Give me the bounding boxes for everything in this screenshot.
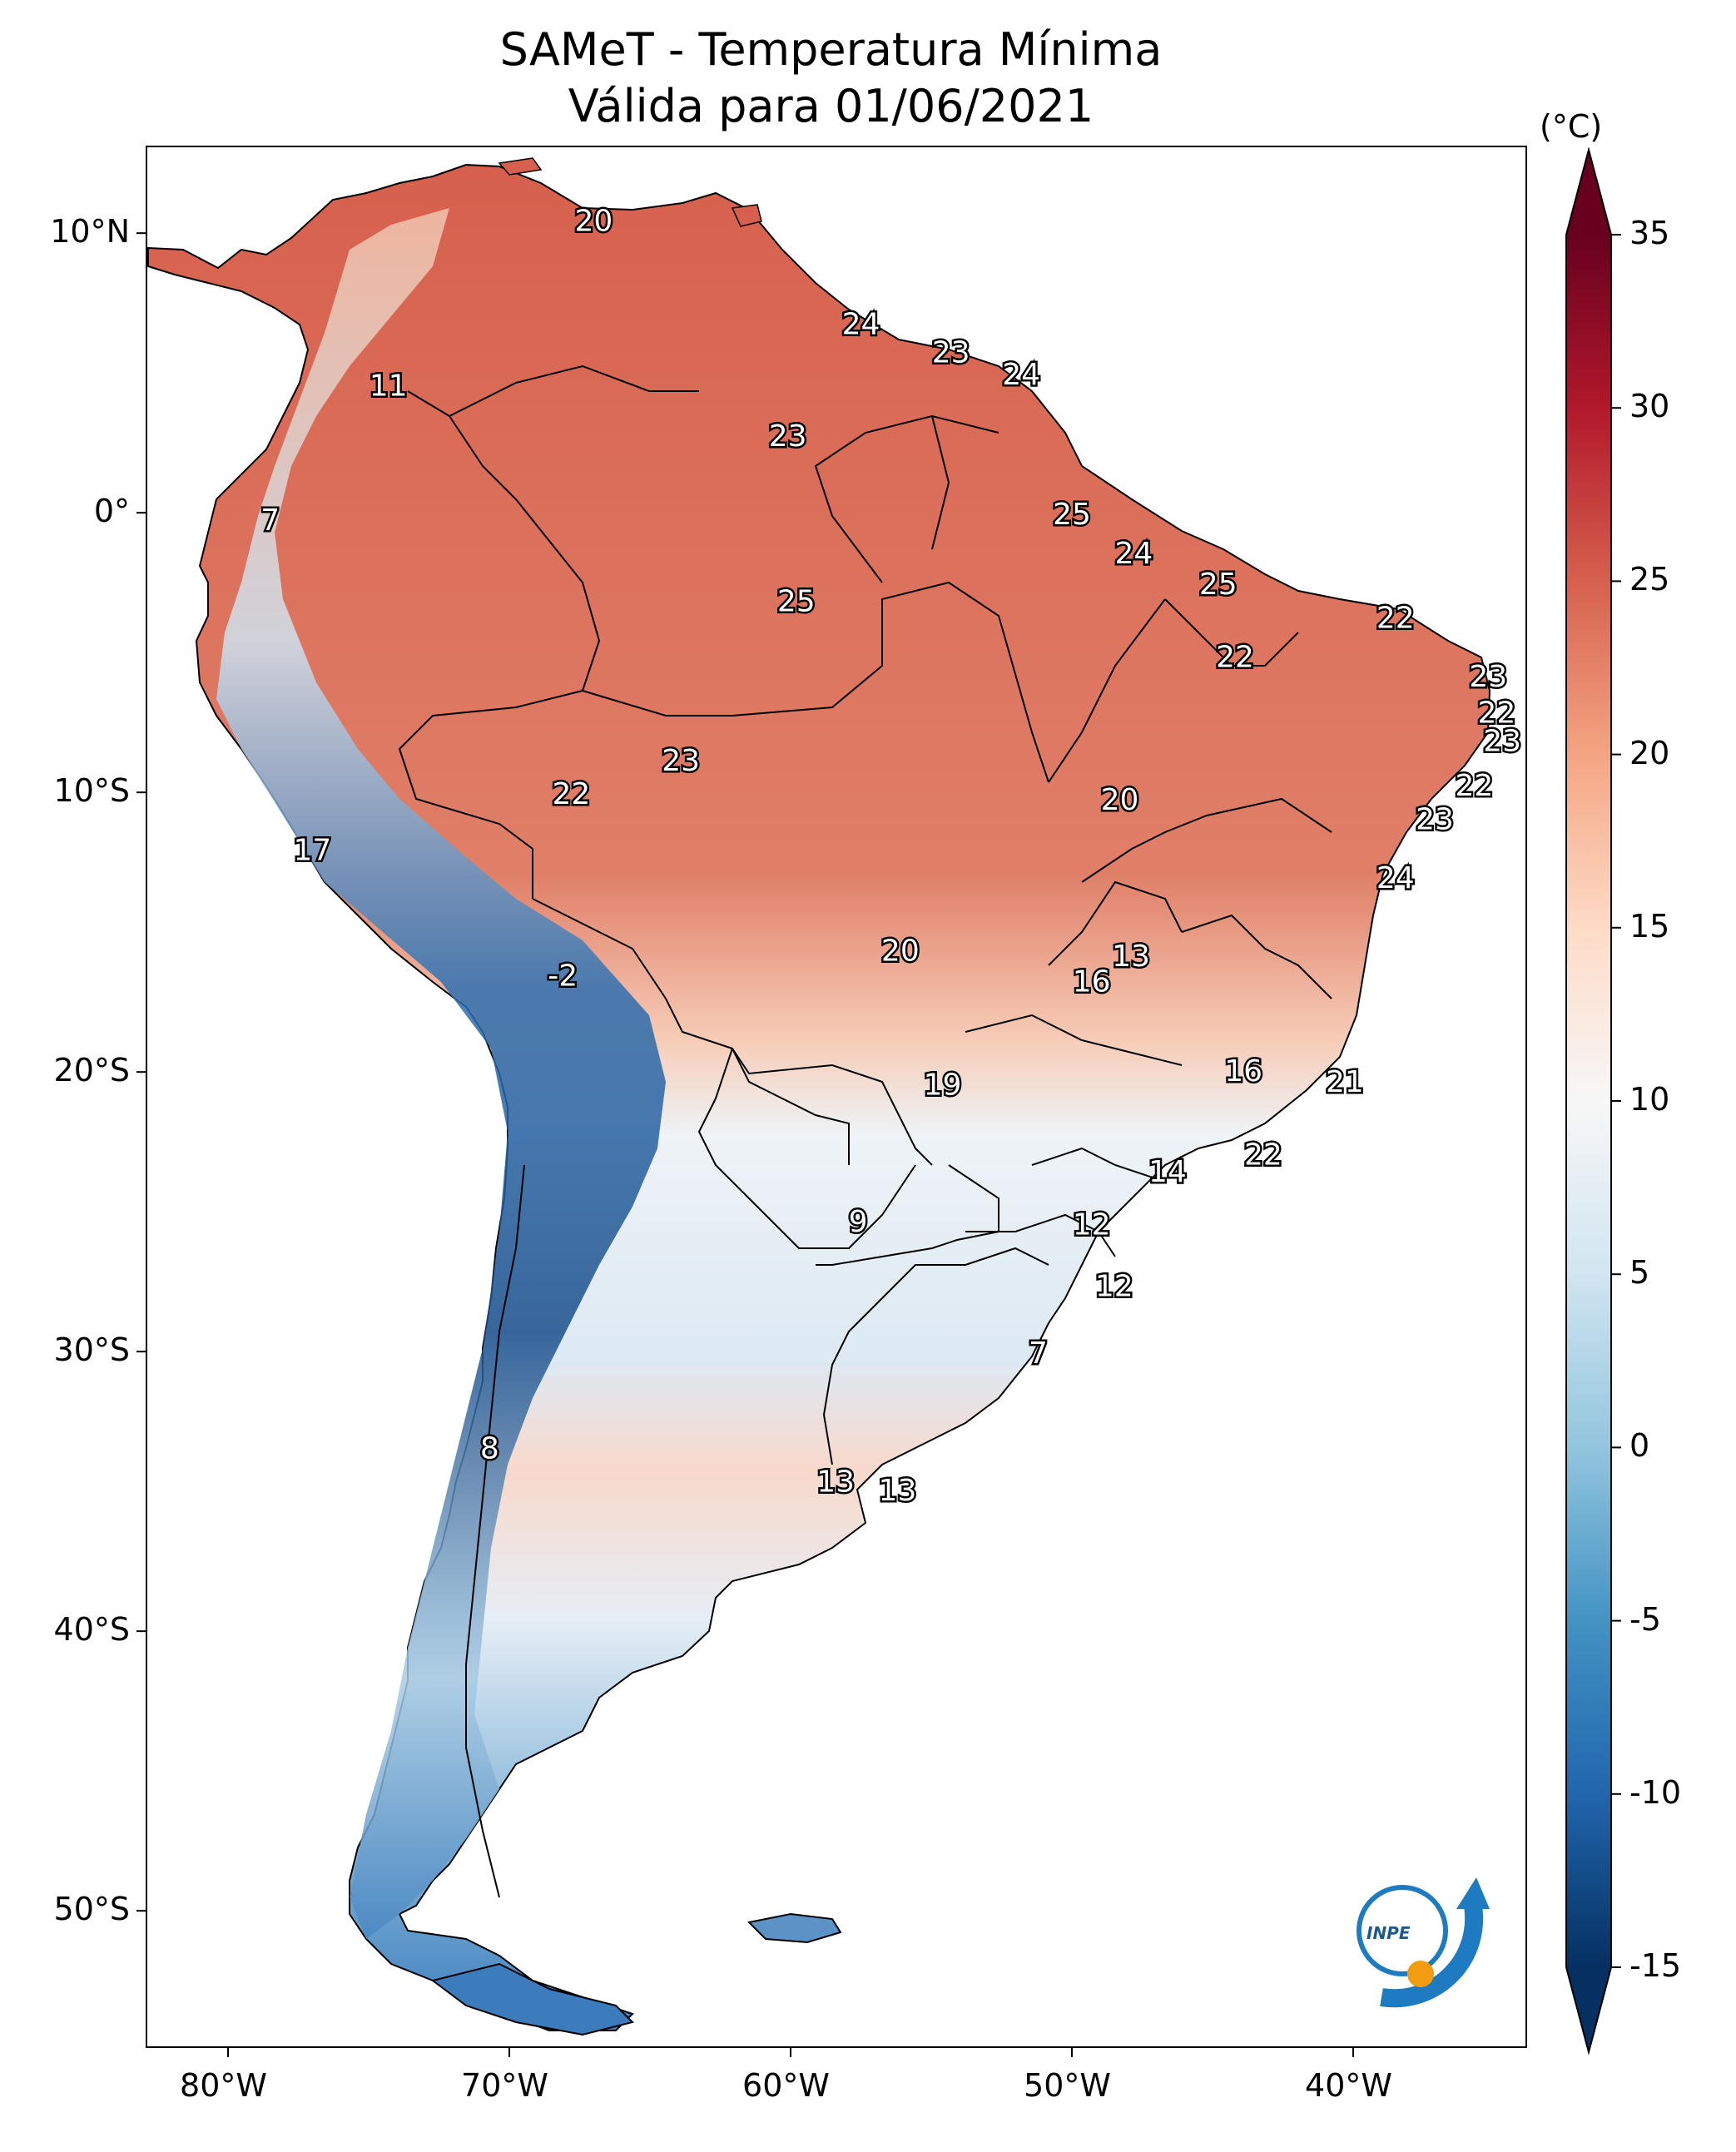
inpe-logo: INPE [1357, 1877, 1490, 2008]
tierra-del-fuego [430, 1962, 634, 2036]
city-temperature-label: 23 [1416, 802, 1454, 836]
chart-title: SAMeT - Temperatura Mínima [499, 23, 1163, 76]
lon-tick-label: 40°W [1305, 2067, 1392, 2104]
city-temperature-label: 17 [294, 833, 332, 867]
lat-tick-label: 30°S [53, 1331, 130, 1369]
city-temperature-label: 25 [777, 584, 816, 618]
colorbar-tick-label: 10 [1629, 1081, 1670, 1118]
city-temperature-label: 13 [1112, 940, 1150, 974]
lat-tick-label: 40°S [53, 1611, 130, 1649]
city-temperature-label: 7 [260, 503, 280, 538]
city-temperature-label: 24 [842, 308, 880, 342]
colorbar-tick-label: -5 [1629, 1600, 1661, 1638]
city-temperature-label: 24 [1114, 537, 1153, 571]
city-temperature-label: 23 [1469, 660, 1507, 694]
city-temperature-label: 7 [1029, 1336, 1048, 1371]
lon-tick-label: 60°W [742, 2067, 830, 2104]
falkland-islands [746, 1912, 842, 1944]
colorbar-min-extension [1566, 1967, 1611, 2052]
city-temperature-label: 22 [552, 777, 590, 811]
colorbar-tick-label: 20 [1629, 734, 1670, 771]
colorbar-tick-label: 0 [1629, 1427, 1650, 1465]
city-temperature-label: 20 [575, 204, 613, 238]
city-temperature-label: 20 [1101, 783, 1139, 817]
city-temperature-label: 8 [480, 1431, 499, 1465]
city-temperature-label: 22 [1216, 641, 1254, 675]
city-temperature-label: 23 [1483, 724, 1521, 758]
city-temperature-label: 25 [1199, 568, 1238, 602]
city-temperature-label: 23 [932, 335, 970, 369]
city-temperature-label: 14 [1148, 1155, 1187, 1189]
city-temperature-label: 20 [881, 934, 920, 968]
city-temperature-label: 22 [1477, 697, 1515, 731]
city-temperature-label: 23 [662, 744, 700, 778]
colorbar-max-extension [1566, 150, 1611, 235]
colorbar-tick-label: -15 [1629, 1947, 1682, 1984]
lat-tick-label: 10°N [50, 213, 130, 250]
colorbar-tick-label: 30 [1629, 388, 1670, 425]
lon-tick-label: 80°W [180, 2067, 267, 2104]
lat-tick-label: 10°S [53, 772, 130, 810]
city-temperature-label: 22 [1455, 769, 1493, 803]
city-temperature-label: 16 [1224, 1054, 1262, 1088]
colorbar-tick-label: 35 [1629, 215, 1670, 251]
city-temperature-label: 24 [1002, 358, 1040, 392]
colorbar-tick-marks [1611, 234, 1621, 1968]
lat-tick-label: 50°S [53, 1891, 130, 1928]
city-temperature-label: 19 [924, 1069, 962, 1103]
lat-tick-label: 0° [93, 493, 130, 530]
colorbar-tick-label: 25 [1629, 561, 1670, 598]
svg-text:INPE: INPE [1366, 1923, 1411, 1943]
city-temperature-label: 12 [1095, 1270, 1133, 1304]
country-borders [398, 364, 1332, 1898]
colorbar-tick-label: 15 [1629, 907, 1670, 945]
colorbar [1566, 235, 1611, 1967]
city-temperature-label: 13 [879, 1474, 917, 1508]
lon-tick-label: 70°W [461, 2067, 548, 2104]
city-temperature-label: 9 [849, 1205, 868, 1239]
andes-cold-band [216, 208, 666, 1939]
city-temperature-label: 12 [1073, 1208, 1111, 1242]
city-temperature-label: 22 [1376, 601, 1415, 635]
colorbar-unit: (°C) [1540, 108, 1603, 145]
colorbar-tick-label: 5 [1629, 1254, 1650, 1292]
lat-tick-label: 20°S [53, 1052, 130, 1089]
city-temperature-label: 13 [816, 1465, 855, 1500]
city-temperature-label: 23 [769, 419, 807, 454]
city-temperature-label: 16 [1073, 964, 1111, 999]
lon-tick-label: 50°W [1024, 2067, 1111, 2104]
caribbean-islands [498, 157, 762, 227]
city-temperature-label: 25 [1053, 498, 1091, 532]
city-temperature-label: 24 [1376, 861, 1415, 895]
city-temperature-label: 22 [1244, 1138, 1282, 1173]
colorbar-tick-label: -10 [1629, 1773, 1682, 1811]
chart-subtitle: Válida para 01/06/2021 [568, 80, 1094, 132]
city-temperature-label: 11 [370, 369, 408, 404]
city-temperature-label: -2 [548, 959, 578, 994]
city-temperature-label: 21 [1326, 1065, 1364, 1099]
